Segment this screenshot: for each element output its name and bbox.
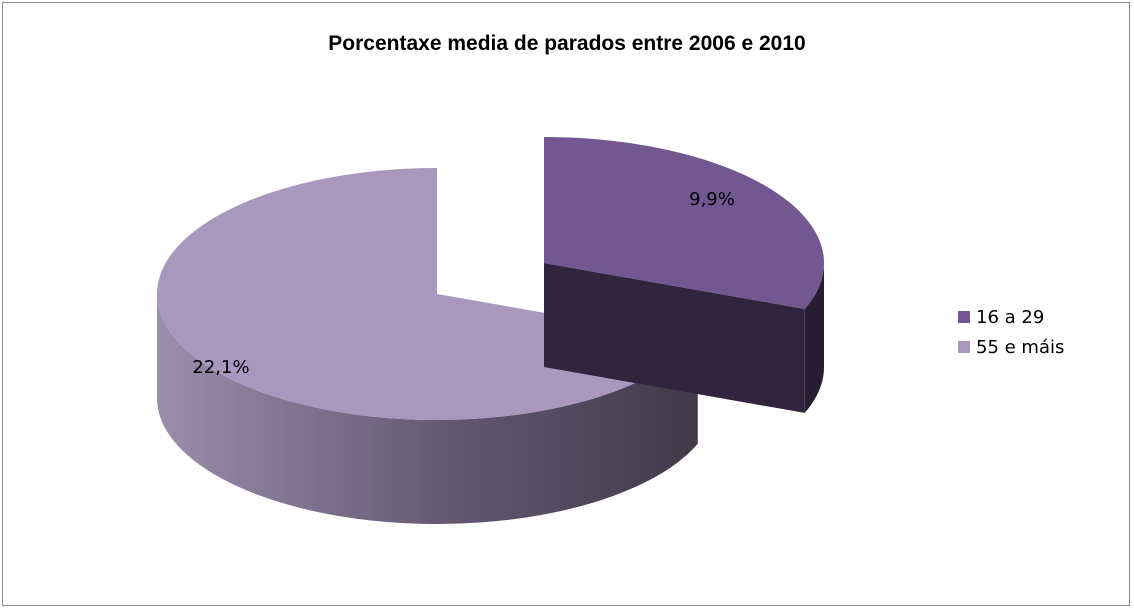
slice-16-29-side [804, 263, 825, 413]
chart-title: Porcentaxe media de parados entre 2006 e… [328, 32, 806, 55]
legend-swatch-55-mais [958, 341, 970, 353]
slice-16-29 [544, 137, 825, 309]
data-label-16-29: 9,9% [689, 189, 735, 210]
legend-item-55-mais: 55 e máis [958, 332, 1064, 362]
legend-swatch-16-29 [958, 311, 970, 323]
data-label-55-mais: 22,1% [192, 357, 249, 378]
legend-label: 16 a 29 [976, 306, 1045, 328]
chart-legend: 16 a 29 55 e máis [958, 302, 1064, 362]
legend-label: 55 e máis [976, 336, 1065, 358]
legend-item-16-29: 16 a 29 [958, 302, 1064, 332]
slice-16-29-inner-face [544, 263, 805, 413]
slice-55-mais-side [156, 294, 698, 525]
